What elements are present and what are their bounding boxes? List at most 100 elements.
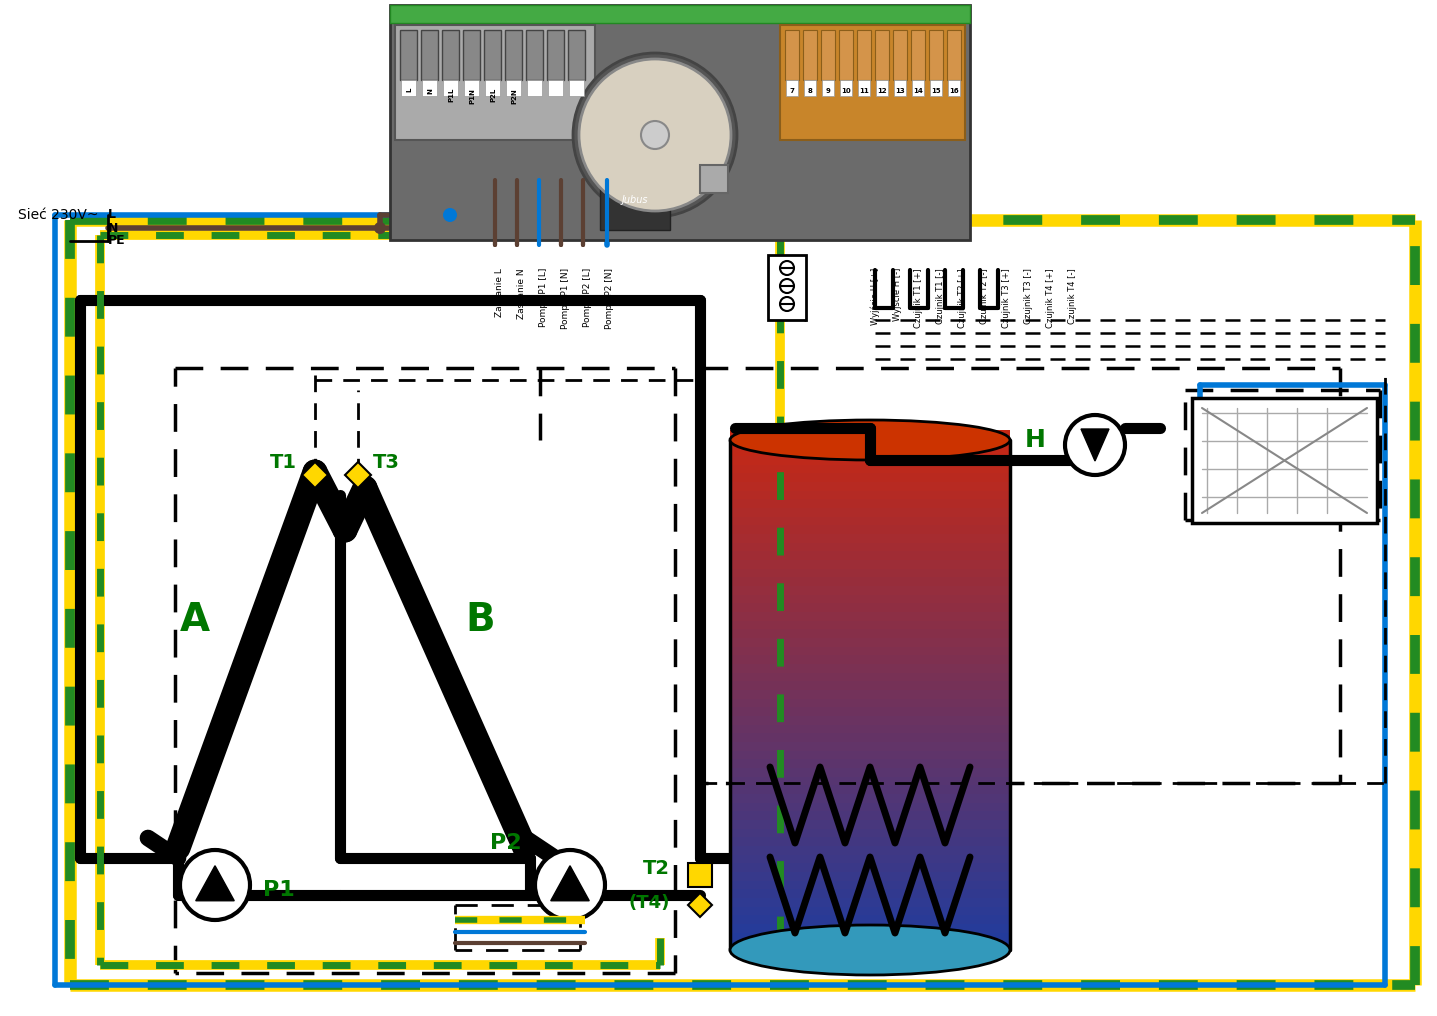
Bar <box>401 80 415 96</box>
Bar <box>730 690 1010 700</box>
Text: Pompa P2 [N]: Pompa P2 [N] <box>605 268 614 329</box>
Ellipse shape <box>730 420 1010 460</box>
Text: P1L: P1L <box>448 88 454 103</box>
Bar <box>841 80 852 96</box>
Bar <box>730 716 1010 725</box>
Text: 15: 15 <box>931 88 941 94</box>
Text: Zasilanie N: Zasilanie N <box>517 268 526 319</box>
Text: 9: 9 <box>826 88 831 94</box>
Bar <box>894 80 905 96</box>
Text: P2: P2 <box>490 833 522 853</box>
Bar <box>730 499 1010 509</box>
Text: N: N <box>108 221 118 235</box>
Bar <box>389 5 970 23</box>
Polygon shape <box>550 866 589 901</box>
Bar <box>803 80 816 96</box>
Polygon shape <box>302 462 328 488</box>
Bar <box>730 846 1010 855</box>
Bar <box>730 942 1010 951</box>
Bar <box>422 80 437 96</box>
Polygon shape <box>195 866 234 901</box>
Bar <box>875 30 890 80</box>
Bar <box>568 30 585 80</box>
Bar <box>569 80 583 96</box>
Bar <box>730 577 1010 587</box>
Text: P1N: P1N <box>468 88 476 104</box>
Bar <box>730 837 1010 847</box>
Bar <box>730 854 1010 865</box>
Bar <box>821 30 835 80</box>
Text: Czujnik T4 [+]: Czujnik T4 [+] <box>1046 268 1055 327</box>
Bar <box>730 621 1010 630</box>
Bar <box>730 915 1010 925</box>
Text: 12: 12 <box>877 88 887 94</box>
Text: Sieć 230V~: Sieć 230V~ <box>19 208 99 223</box>
Bar <box>730 768 1010 777</box>
Circle shape <box>780 279 795 293</box>
Bar <box>601 185 670 230</box>
Bar <box>912 80 924 96</box>
Bar <box>730 491 1010 500</box>
Bar <box>930 80 943 96</box>
Bar <box>730 439 1010 448</box>
Bar <box>464 80 479 96</box>
Bar <box>730 889 1010 899</box>
Bar <box>730 534 1010 544</box>
Bar <box>730 655 1010 665</box>
Bar <box>730 447 1010 457</box>
Bar <box>730 724 1010 735</box>
Bar <box>767 255 806 320</box>
Text: L: L <box>407 88 412 92</box>
Bar <box>730 552 1010 561</box>
Bar <box>730 482 1010 492</box>
Text: Czujnik T1 [-]: Czujnik T1 [-] <box>935 268 946 324</box>
Bar <box>504 30 522 80</box>
Text: 14: 14 <box>912 88 923 94</box>
Text: Wyjście H [-]: Wyjście H [-] <box>892 268 901 321</box>
Bar <box>506 80 522 96</box>
Bar <box>730 812 1010 821</box>
Bar <box>730 508 1010 518</box>
Bar <box>948 80 960 96</box>
Ellipse shape <box>730 925 1010 975</box>
Bar <box>730 464 1010 474</box>
Text: Czujnik T3 [+]: Czujnik T3 [+] <box>1002 268 1012 328</box>
Bar <box>730 664 1010 674</box>
Polygon shape <box>1081 429 1109 461</box>
Text: H: H <box>1025 428 1046 452</box>
Bar <box>688 863 711 887</box>
Text: (T4): (T4) <box>628 894 670 912</box>
Bar <box>730 673 1010 683</box>
Bar <box>395 25 595 140</box>
Bar <box>730 604 1010 613</box>
Text: P1: P1 <box>263 880 295 900</box>
Bar <box>730 682 1010 691</box>
Text: Pompa P1 [N]: Pompa P1 [N] <box>560 268 570 329</box>
Bar <box>443 80 458 96</box>
Bar <box>730 881 1010 890</box>
Bar <box>730 793 1010 804</box>
Bar <box>547 30 563 80</box>
Bar <box>858 80 869 96</box>
Text: T1: T1 <box>270 452 297 471</box>
Bar <box>730 906 1010 916</box>
Bar <box>399 30 417 80</box>
Bar <box>443 30 458 80</box>
Bar <box>730 638 1010 647</box>
Text: 10: 10 <box>841 88 851 94</box>
Text: 11: 11 <box>859 88 869 94</box>
Bar <box>947 30 961 80</box>
Bar <box>730 776 1010 786</box>
Bar <box>730 560 1010 570</box>
Bar <box>486 80 500 96</box>
Bar <box>928 30 943 80</box>
Text: T3: T3 <box>374 452 399 471</box>
Bar <box>730 594 1010 605</box>
Bar <box>463 30 480 80</box>
Bar <box>730 473 1010 483</box>
Text: Jubus: Jubus <box>622 195 648 205</box>
Bar <box>389 5 970 240</box>
Bar <box>730 933 1010 942</box>
Polygon shape <box>345 462 371 488</box>
Bar <box>785 30 799 80</box>
